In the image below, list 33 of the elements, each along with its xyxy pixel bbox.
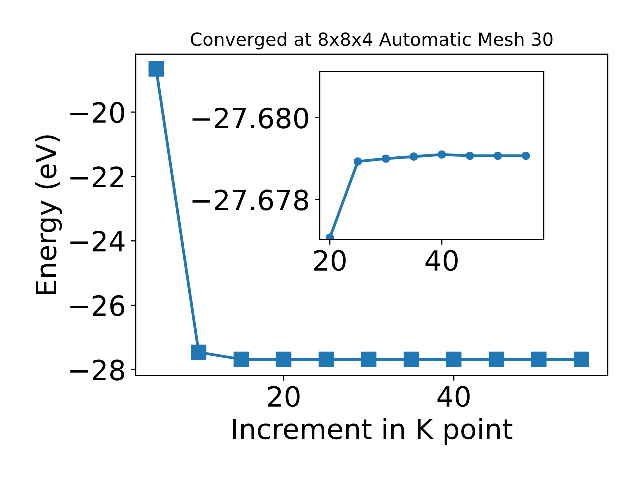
point [318,352,334,368]
x-tick-label: 40 [438,386,470,408]
point [361,352,377,368]
point [531,352,547,368]
y-tick-label: −27.680 [192,108,308,129]
point [446,352,462,368]
y-tick-label: −20 [70,102,124,124]
x-tick-label: 20 [314,250,346,272]
point [410,152,418,161]
point [494,152,502,160]
point [191,344,207,360]
point [382,154,390,164]
y-tick-label: −24 [70,231,125,252]
point [276,352,292,368]
point [148,62,164,77]
x-axis-title: Increment in K point [233,418,513,446]
y-axis-title: Energy (eV) [35,136,62,294]
point [488,352,504,368]
y-tick-label: −27.678 [192,190,308,211]
y-tick-label: −28 [70,360,124,381]
x-tick-label: 20 [268,386,300,408]
point [354,158,362,166]
x-tick-label: 40 [426,250,458,272]
y-tick-label: −22 [70,166,124,188]
point [326,234,334,240]
point [574,352,590,368]
point [466,152,474,160]
chart-title: Converged at 8x8x4 Automatic Mesh 30 [191,32,553,50]
point [522,152,530,160]
point [234,352,250,368]
point [438,150,446,159]
point [404,352,420,368]
y-tick-label: −26 [70,295,125,316]
